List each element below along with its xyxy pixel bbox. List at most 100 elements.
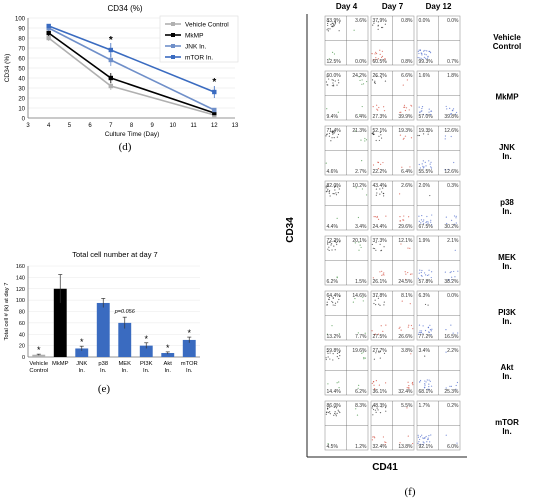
event-dot bbox=[327, 28, 329, 30]
event-dot bbox=[379, 53, 381, 56]
event-dot bbox=[444, 138, 446, 140]
panel-label-f: (f) bbox=[405, 486, 416, 498]
event-dot bbox=[422, 437, 424, 439]
quadrant-ll-value: 6.2% bbox=[327, 279, 339, 285]
event-dot bbox=[331, 325, 333, 327]
event-dot bbox=[421, 214, 423, 217]
event-dot bbox=[419, 269, 421, 271]
event-dot bbox=[420, 330, 423, 332]
event-dot bbox=[375, 411, 377, 413]
event-dot bbox=[327, 24, 329, 27]
facs-plot: 60.0% 24.2% 9.4% 6.4% bbox=[324, 70, 369, 121]
quadrant-ul-value: 72.2% bbox=[327, 238, 342, 244]
event-dot bbox=[337, 301, 339, 303]
event-dot bbox=[328, 298, 330, 300]
quadrant-lr-value: 30.2% bbox=[444, 224, 459, 230]
event-dot bbox=[332, 79, 334, 81]
event-dot bbox=[377, 333, 380, 335]
event-dot bbox=[418, 52, 420, 55]
event-dot bbox=[423, 56, 425, 58]
event-dot bbox=[376, 216, 378, 219]
event-dot bbox=[336, 276, 338, 278]
event-dot bbox=[328, 411, 330, 414]
data-point bbox=[46, 35, 51, 41]
legend-marker bbox=[171, 33, 175, 37]
event-dot bbox=[334, 249, 336, 251]
x-axis-label: Culture Time (Day) bbox=[105, 131, 160, 138]
facs-plot: 1.6% 1.8% 57.0% 39.8% bbox=[416, 70, 461, 121]
event-dot bbox=[385, 410, 387, 412]
bar bbox=[96, 302, 110, 357]
event-dot bbox=[373, 302, 375, 305]
event-dot bbox=[375, 52, 378, 55]
event-dot bbox=[419, 330, 421, 332]
facs-plot: 82.0% 10.2% 4.4% 3.4% bbox=[324, 180, 369, 231]
event-dot bbox=[426, 379, 428, 381]
facs-plot: 3.4% 2.2% 68.1% 25.3% bbox=[416, 345, 461, 396]
event-dot bbox=[424, 49, 426, 52]
event-dot bbox=[372, 59, 374, 61]
event-dot bbox=[355, 187, 357, 189]
event-dot bbox=[378, 303, 380, 305]
event-dot bbox=[334, 411, 336, 413]
quadrant-ul-value: 64.4% bbox=[327, 293, 342, 299]
quadrant-ur-value: 14.6% bbox=[352, 293, 367, 299]
flow-cytometry-grid: Day 4 Day 7 Day 12 CD34 CD41 (f) VehicleContro… bbox=[285, 2, 521, 498]
event-dot bbox=[406, 407, 408, 409]
event-dot bbox=[427, 326, 429, 328]
event-dot bbox=[372, 24, 374, 26]
event-dot bbox=[372, 164, 375, 166]
event-dot bbox=[361, 160, 363, 162]
event-dot bbox=[399, 216, 401, 218]
event-dot bbox=[417, 134, 419, 137]
event-dot bbox=[360, 246, 362, 249]
x-tick-label: 3 bbox=[26, 123, 30, 129]
x-tick-label: 9 bbox=[151, 123, 155, 129]
event-dot bbox=[423, 437, 425, 440]
event-dot bbox=[429, 329, 432, 331]
facs-plot: 86.0% 8.3% 4.5% 1.2% bbox=[324, 400, 369, 451]
y-axis-label: CD34 (%) bbox=[4, 54, 11, 83]
quadrant-ll-value: 68.1% bbox=[419, 389, 434, 395]
row-label: In. bbox=[502, 427, 511, 436]
x-tick-label: In. bbox=[79, 368, 86, 374]
event-dot bbox=[399, 193, 401, 195]
quadrant-ur-value: 0.0% bbox=[447, 18, 459, 24]
event-dot bbox=[419, 379, 422, 382]
data-point bbox=[108, 83, 113, 89]
event-dot bbox=[424, 386, 426, 388]
quadrant-ll-value: 92.1% bbox=[419, 444, 434, 450]
quadrant-ur-value: 1.8% bbox=[447, 73, 459, 79]
quadrant-lr-value: 16.5% bbox=[444, 334, 459, 340]
event-dot bbox=[358, 249, 360, 251]
event-dot bbox=[398, 327, 400, 330]
facs-plot: 1.7% 0.2% 92.1% 6.0% bbox=[416, 400, 461, 451]
total-cell-bar-chart: Total cell number at day 7 0 20 40 60 80 100 12… bbox=[4, 250, 200, 395]
event-dot bbox=[376, 104, 378, 106]
event-dot bbox=[430, 219, 432, 221]
event-dot bbox=[418, 441, 420, 443]
event-dot bbox=[384, 185, 386, 187]
x-tick-label: mTOR bbox=[181, 361, 198, 367]
event-dot bbox=[331, 25, 333, 28]
column-header: Day 7 bbox=[382, 2, 404, 11]
event-dot bbox=[373, 81, 376, 84]
x-tick-label: 12 bbox=[211, 123, 218, 129]
quadrant-ul-value: 1.7% bbox=[419, 403, 431, 409]
event-dot bbox=[332, 133, 334, 135]
event-dot bbox=[336, 84, 338, 86]
event-dot bbox=[373, 22, 375, 24]
bar bbox=[161, 353, 175, 357]
quadrant-ur-value: 10.2% bbox=[352, 183, 367, 189]
quadrant-ul-value: 37.3% bbox=[373, 238, 388, 244]
event-dot bbox=[337, 186, 339, 188]
event-dot bbox=[375, 51, 377, 53]
event-dot bbox=[332, 192, 334, 195]
event-dot bbox=[407, 271, 409, 274]
y-tick-label: 10 bbox=[18, 107, 25, 113]
event-dot bbox=[338, 351, 341, 353]
event-dot bbox=[409, 273, 412, 275]
chart-title: Total cell number at day 7 bbox=[72, 250, 157, 259]
significance-star: * bbox=[166, 343, 170, 353]
event-dot bbox=[411, 382, 413, 384]
